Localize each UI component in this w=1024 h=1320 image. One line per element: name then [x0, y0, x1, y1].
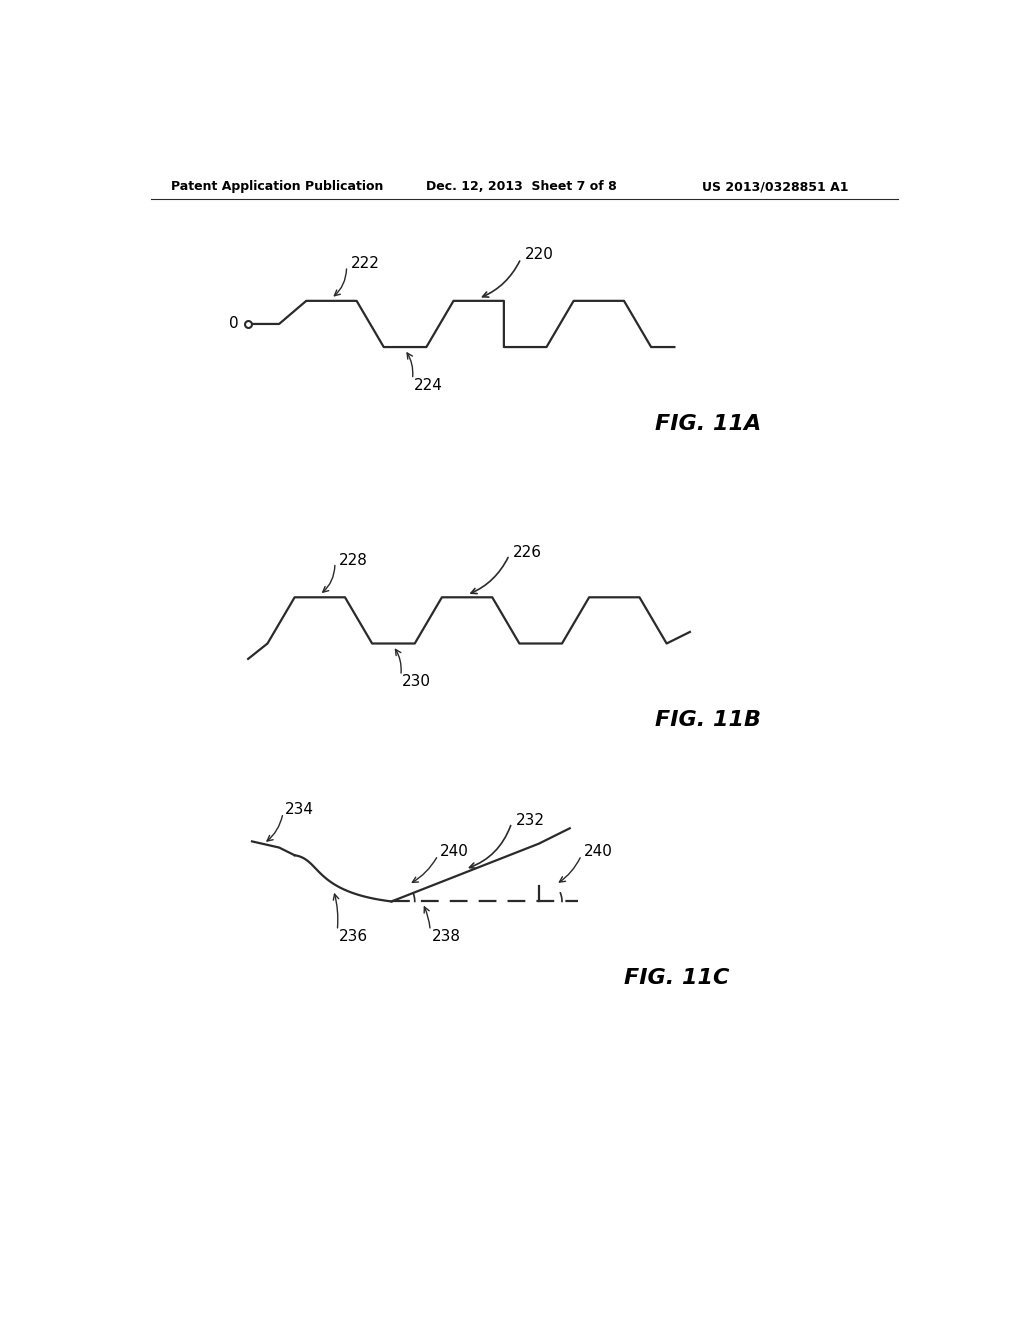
Text: 0: 0	[229, 317, 239, 331]
Text: Patent Application Publication: Patent Application Publication	[171, 181, 383, 194]
Text: 232: 232	[515, 813, 545, 828]
Text: Dec. 12, 2013  Sheet 7 of 8: Dec. 12, 2013 Sheet 7 of 8	[426, 181, 617, 194]
Text: 240: 240	[584, 843, 612, 859]
Text: 230: 230	[402, 675, 431, 689]
Text: 228: 228	[339, 553, 368, 568]
Text: FIG. 11B: FIG. 11B	[655, 710, 761, 730]
Text: 236: 236	[339, 929, 368, 944]
Text: 226: 226	[513, 545, 542, 560]
Text: 240: 240	[440, 843, 469, 859]
Text: 238: 238	[432, 929, 461, 944]
Text: FIG. 11A: FIG. 11A	[655, 414, 761, 434]
Text: 222: 222	[350, 256, 379, 272]
Text: 220: 220	[524, 247, 554, 263]
Text: US 2013/0328851 A1: US 2013/0328851 A1	[701, 181, 848, 194]
Text: 224: 224	[414, 378, 442, 393]
Text: FIG. 11C: FIG. 11C	[624, 969, 729, 989]
Text: 234: 234	[286, 801, 314, 817]
